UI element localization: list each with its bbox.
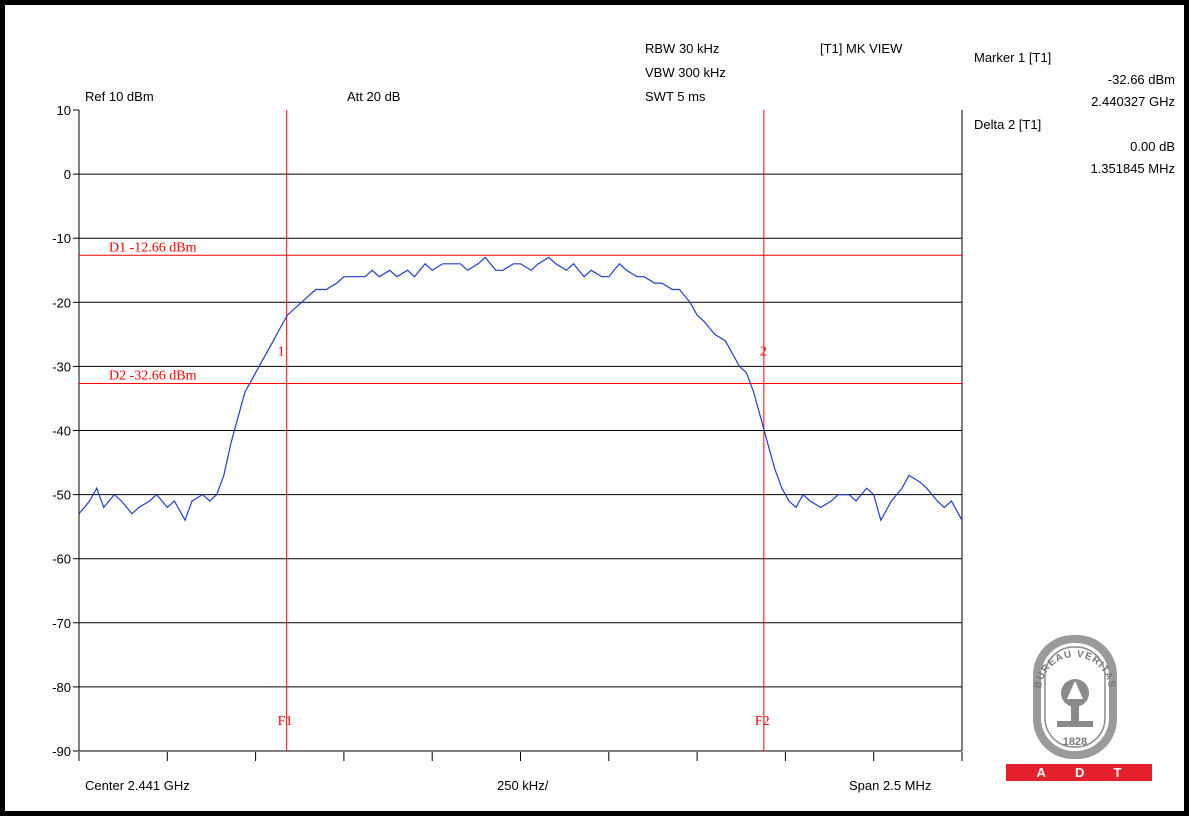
ref-level-label: Ref 10 dBm — [85, 89, 154, 104]
y-tick-label: -30 — [52, 359, 71, 374]
y-tick-label: 0 — [64, 167, 71, 182]
vbw-label: VBW 300 kHz — [645, 65, 726, 80]
display-line-label-d2: D2 -32.66 dBm — [109, 368, 197, 383]
span-label: Span 2.5 MHz — [849, 778, 932, 793]
marker1-frequency: 2.440327 GHz — [1091, 94, 1175, 109]
y-tick-label: -70 — [52, 616, 71, 631]
adt-letter-t: T — [1113, 765, 1122, 780]
adt-letter-d: D — [1075, 765, 1085, 780]
marker-label-2: 2 — [760, 344, 767, 359]
marker1-level: -32.66 dBm — [1107, 72, 1175, 87]
rbw-label: RBW 30 kHz — [645, 41, 720, 56]
adt-letter-a: A — [1036, 765, 1046, 780]
delta2-frequency: 1.351845 MHz — [1090, 161, 1175, 176]
delta2-title: Delta 2 [T1] — [974, 117, 1042, 132]
per-division-label: 250 kHz/ — [497, 778, 549, 793]
marker1-title: Marker 1 [T1] — [974, 50, 1052, 65]
bureau-veritas-logo: BUREAU VERITAS 1828 — [1027, 633, 1123, 763]
y-tick-label: -80 — [52, 680, 71, 695]
y-tick-label: -60 — [52, 552, 71, 567]
display-line-label-d1: D1 -12.66 dBm — [109, 240, 197, 255]
swt-label: SWT 5 ms — [645, 89, 706, 104]
attenuation-label: Att 20 dB — [347, 89, 401, 104]
spectrum-plot: 10 0 -10 -20 -30 -40 -50 -60 -70 -80 -90 D1 -12.66 … — [52, 103, 963, 761]
frequency-line-label-f1: F1 — [278, 714, 293, 729]
y-tick-label: -40 — [52, 424, 71, 439]
y-tick-label: -90 — [52, 744, 71, 759]
adt-brand-bar: A D T — [1006, 764, 1152, 781]
view-mode-label: [T1] MK VIEW — [820, 41, 903, 56]
logo-year: 1828 — [1063, 736, 1087, 748]
marker-label-1: 1 — [278, 344, 285, 359]
y-tick-label: -50 — [52, 488, 71, 503]
spectrum-trace — [78, 256, 963, 522]
bureau-veritas-seal-icon: BUREAU VERITAS 1828 — [1033, 635, 1117, 759]
delta2-level: 0.00 dB — [1130, 139, 1175, 154]
center-frequency-label: Center 2.441 GHz — [85, 778, 190, 793]
y-tick-label: 10 — [57, 103, 71, 118]
frequency-line-label-f2: F2 — [755, 714, 770, 729]
y-tick-label: -10 — [52, 231, 71, 246]
y-tick-label: -20 — [52, 295, 71, 310]
